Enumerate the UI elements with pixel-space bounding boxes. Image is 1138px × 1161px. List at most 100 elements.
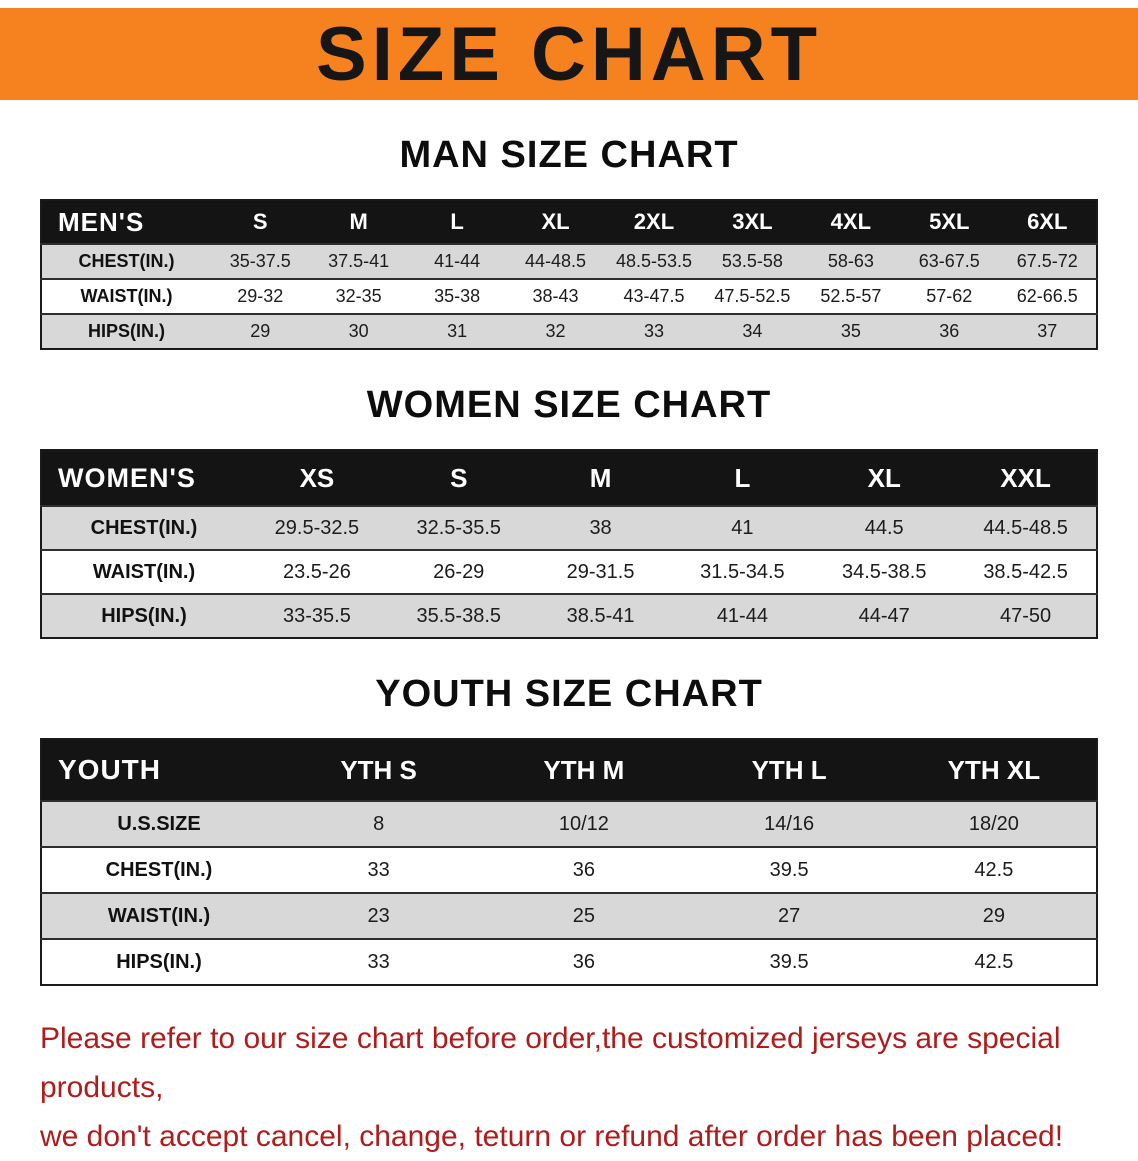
- row-label: WAIST(IN.): [80, 286, 173, 306]
- cell-value: 53.5-58: [721, 251, 783, 271]
- row-label: HIPS(IN.): [101, 604, 187, 627]
- disclaimer-text: Please refer to our size chart before or…: [40, 1014, 1098, 1161]
- row-label: HIPS(IN.): [116, 950, 202, 973]
- table-header-row: WOMEN'S XS S M L XL XXL: [41, 450, 1097, 506]
- table-row: CHEST(IN.) 33 36 39.5 42.5: [41, 847, 1097, 893]
- table-row: HIPS(IN.) 29 30 31 32 33 34 35 36 37: [41, 314, 1097, 349]
- column-header: 2XL: [604, 200, 704, 244]
- cell-value: 44-47: [858, 604, 910, 627]
- size-chart-banner: SIZE CHART: [0, 8, 1138, 100]
- cell-value: 14/16: [764, 812, 815, 835]
- cell-value: 63-67.5: [918, 251, 980, 271]
- column-header: S: [211, 200, 310, 244]
- column-header: L: [671, 450, 814, 506]
- cell-value: 34.5-38.5: [841, 560, 927, 583]
- table-row: WAIST(IN.) 23 25 27 29: [41, 893, 1097, 939]
- cell-value: 29: [250, 321, 271, 341]
- cell-value: 52.5-57: [820, 286, 882, 306]
- row-label: U.S.SIZE: [117, 812, 201, 835]
- table-row: CHEST(IN.) 35-37.5 37.5-41 41-44 44-48.5 48.5…: [41, 244, 1097, 279]
- column-header: XXL: [955, 450, 1097, 506]
- disclaimer-line: we don't accept cancel, change, teturn o…: [40, 1120, 1064, 1153]
- table-corner-label: YOUTH: [41, 739, 276, 801]
- row-label: CHEST(IN.): [90, 516, 198, 539]
- cell-value: 47-50: [999, 604, 1052, 627]
- cell-value: 58-63: [827, 251, 874, 271]
- column-header: YTH S: [276, 739, 482, 801]
- cell-value: 42.5: [974, 858, 1014, 881]
- cell-value: 35-38: [434, 286, 481, 306]
- cell-value: 32: [545, 321, 566, 341]
- cell-value: 38-43: [532, 286, 579, 306]
- column-header: 5XL: [900, 200, 999, 244]
- women-section-title: WOMEN SIZE CHART: [366, 384, 772, 426]
- column-header: XS: [246, 450, 388, 506]
- cell-value: 36: [572, 950, 595, 973]
- cell-value: 36: [939, 321, 960, 341]
- column-header: 6XL: [998, 200, 1097, 244]
- row-label: CHEST(IN.): [78, 251, 175, 271]
- cell-value: 33: [367, 858, 390, 881]
- cell-value: 32-35: [335, 286, 382, 306]
- cell-value: 41: [731, 516, 754, 539]
- table-header-row: YOUTH YTH S YTH M YTH L YTH XL: [41, 739, 1097, 801]
- cell-value: 39.5: [769, 950, 809, 973]
- row-label: WAIST(IN.): [107, 904, 211, 927]
- row-label: WAIST(IN.): [92, 560, 196, 583]
- cell-value: 48.5-53.5: [615, 251, 692, 271]
- column-header: M: [529, 450, 672, 506]
- cell-value: 67.5-72: [1016, 251, 1078, 271]
- table-row: HIPS(IN.) 33 36 39.5 42.5: [41, 939, 1097, 985]
- cell-value: 38: [589, 516, 612, 539]
- cell-value: 32.5-35.5: [416, 516, 501, 539]
- table-corner-label: MEN'S: [41, 200, 211, 244]
- disclaimer-line: Please refer to our size chart before or…: [40, 1022, 1061, 1104]
- table-row: WAIST(IN.) 23.5-26 26-29 29-31.5 31.5-34.5 34…: [41, 550, 1097, 594]
- page: { "banner": { "title": "SIZE CHART" }, "…: [0, 8, 1138, 1161]
- column-header: M: [309, 200, 408, 244]
- cell-value: 44.5-48.5: [983, 516, 1068, 539]
- column-header: XL: [813, 450, 956, 506]
- cell-value: 33-35.5: [282, 604, 351, 627]
- cell-value: 47.5-52.5: [714, 286, 791, 306]
- cell-value: 36: [572, 858, 595, 881]
- cell-value: 41-44: [434, 251, 481, 271]
- cell-value: 37: [1037, 321, 1058, 341]
- cell-value: 38.5-42.5: [983, 560, 1068, 583]
- column-header: L: [407, 200, 507, 244]
- cell-value: 29-31.5: [566, 560, 635, 583]
- cell-value: 62-66.5: [1016, 286, 1078, 306]
- table-corner-label: WOMEN'S: [41, 450, 246, 506]
- youth-section-title: YOUTH SIZE CHART: [375, 673, 763, 715]
- cell-value: 23.5-26: [282, 560, 351, 583]
- youth-size-table: YOUTH YTH S YTH M YTH L YTH XL U.S.SIZE 8 10/12…: [40, 738, 1098, 986]
- column-header: YTH L: [686, 739, 892, 801]
- cell-value: 39.5: [769, 858, 809, 881]
- column-header: S: [387, 450, 530, 506]
- men-size-table: MEN'S S M L XL 2XL 3XL 4XL 5XL 6XL CHEST(IN.) 35-37…: [40, 199, 1098, 350]
- column-header: YTH M: [481, 739, 687, 801]
- cell-value: 33: [643, 321, 664, 341]
- column-header: XL: [506, 200, 605, 244]
- cell-value: 10/12: [558, 812, 609, 835]
- cell-value: 18/20: [968, 812, 1019, 835]
- cell-value: 27: [778, 904, 801, 927]
- cell-value: 33: [367, 950, 390, 973]
- cell-value: 29-32: [237, 286, 284, 306]
- cell-value: 31: [447, 321, 468, 341]
- column-header: 4XL: [801, 200, 901, 244]
- row-label: HIPS(IN.): [87, 321, 165, 341]
- cell-value: 23: [367, 904, 390, 927]
- cell-value: 43-47.5: [623, 286, 685, 306]
- cell-value: 44.5: [864, 516, 904, 539]
- column-header: 3XL: [703, 200, 802, 244]
- cell-value: 41-44: [716, 604, 768, 627]
- cell-value: 42.5: [974, 950, 1014, 973]
- table-row: HIPS(IN.) 33-35.5 35.5-38.5 38.5-41 41-44 44-…: [41, 594, 1097, 638]
- cell-value: 30: [348, 321, 369, 341]
- cell-value: 35.5-38.5: [416, 604, 501, 627]
- cell-value: 31.5-34.5: [700, 560, 785, 583]
- cell-value: 25: [572, 904, 595, 927]
- table-header-row: MEN'S S M L XL 2XL 3XL 4XL 5XL 6XL: [41, 200, 1097, 244]
- cell-value: 57-62: [926, 286, 973, 306]
